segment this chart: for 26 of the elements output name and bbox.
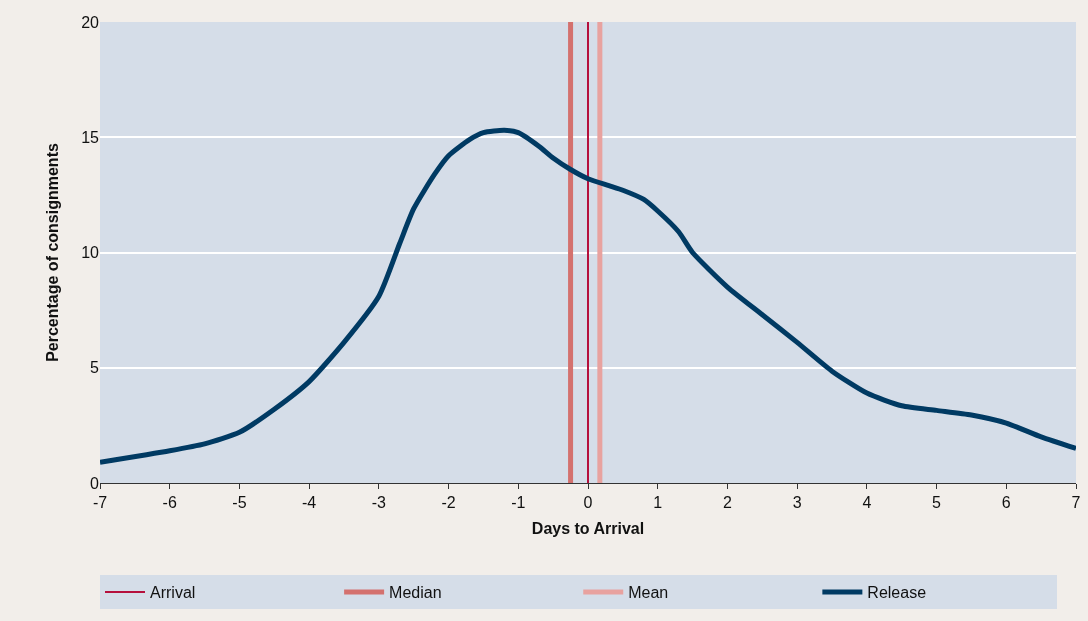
legend-label: Release [867,584,927,602]
x-tick-label: 6 [1001,494,1011,512]
x-axis-title: Days to Arrival [531,519,645,537]
x-tick-label: -2 [441,494,456,512]
y-tick-label: 10 [81,244,100,262]
legend-label: Mean [628,584,669,602]
y-tick-label: 0 [90,474,100,492]
y-tick-label: 15 [81,128,100,146]
x-tick-label: -7 [92,494,108,512]
x-tick-label: -1 [511,494,526,512]
y-tick-label: 20 [81,13,100,31]
x-tick-label: -4 [302,494,317,512]
x-tick-label: 4 [862,494,872,512]
x-tick-label: -3 [371,494,387,512]
x-tick-label: 0 [583,494,593,512]
y-tick-label: 5 [90,359,100,377]
legend-label: Arrival [150,584,196,602]
x-tick-label: -5 [232,494,247,512]
y-axis-title: Percentage of consignments [44,143,62,362]
legend-label: Median [389,584,442,602]
x-tick-label: 2 [722,494,732,512]
x-tick-label: -6 [162,494,177,512]
x-tick-label: 3 [792,494,802,512]
x-tick-label: 1 [653,494,663,512]
x-tick-label: 5 [932,494,942,512]
x-tick-label: 7 [1071,494,1081,512]
